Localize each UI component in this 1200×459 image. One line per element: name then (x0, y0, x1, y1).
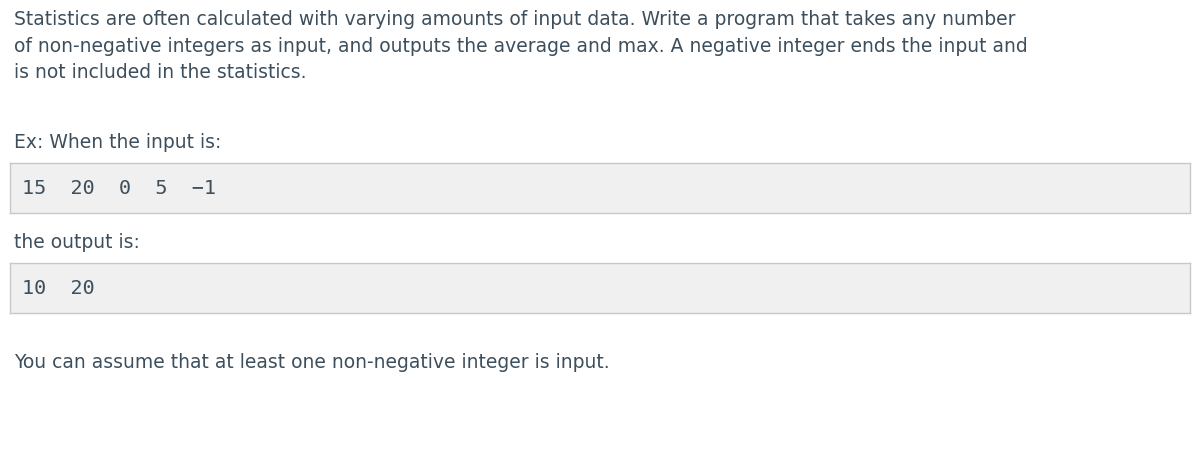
Text: Ex: When the input is:: Ex: When the input is: (14, 133, 221, 152)
Text: You can assume that at least one non-negative integer is input.: You can assume that at least one non-neg… (14, 353, 610, 372)
Text: 15  20  0  5  −1: 15 20 0 5 −1 (22, 179, 216, 197)
Text: Statistics are often calculated with varying amounts of input data. Write a prog: Statistics are often calculated with var… (14, 10, 1027, 82)
Text: the output is:: the output is: (14, 233, 140, 252)
Text: 10  20: 10 20 (22, 279, 95, 297)
